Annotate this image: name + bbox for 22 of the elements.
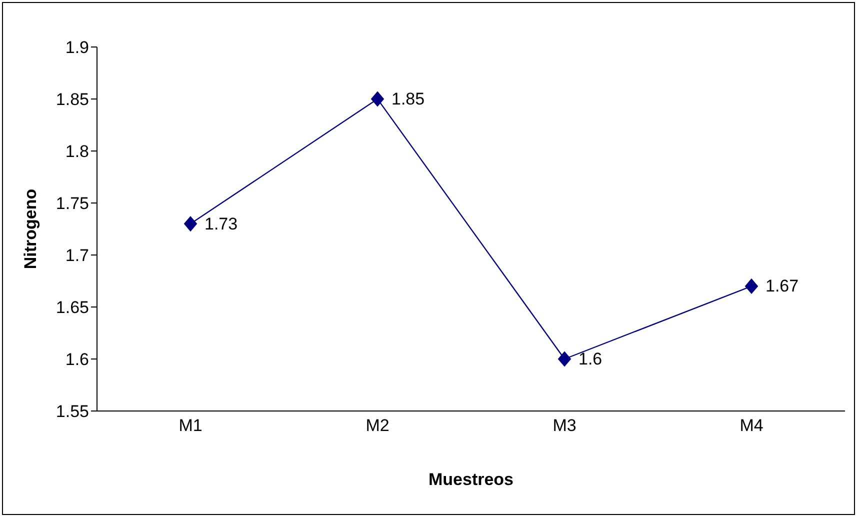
y-tick-label: 1.55 — [56, 402, 89, 422]
y-tick-label: 1.75 — [56, 194, 89, 214]
y-tick-label: 1.8 — [65, 142, 89, 162]
point — [558, 352, 571, 366]
x-tick-label: M4 — [740, 416, 764, 436]
point — [184, 216, 197, 232]
point — [745, 278, 758, 294]
data-label: 1.85 — [392, 90, 425, 108]
y-axis-title: Nitrogeno — [21, 188, 40, 270]
data-label: 1.67 — [766, 276, 799, 296]
data-label: 1.73 — [204, 214, 238, 234]
y-tick-label: 1.6 — [65, 350, 89, 370]
x-tick-label: M1 — [178, 416, 202, 436]
y-tick-label: 1.9 — [65, 38, 89, 58]
y-tick-label: 1.65 — [56, 298, 89, 318]
point — [371, 92, 384, 106]
y-tick-label: 1.7 — [65, 246, 89, 266]
y-tick-label: 1.85 — [56, 90, 89, 110]
x-tick-label: M2 — [366, 416, 390, 436]
x-axis-title: Muestreos — [428, 470, 514, 490]
data-label: 1.6 — [578, 350, 602, 368]
x-tick-label: M3 — [552, 416, 576, 436]
